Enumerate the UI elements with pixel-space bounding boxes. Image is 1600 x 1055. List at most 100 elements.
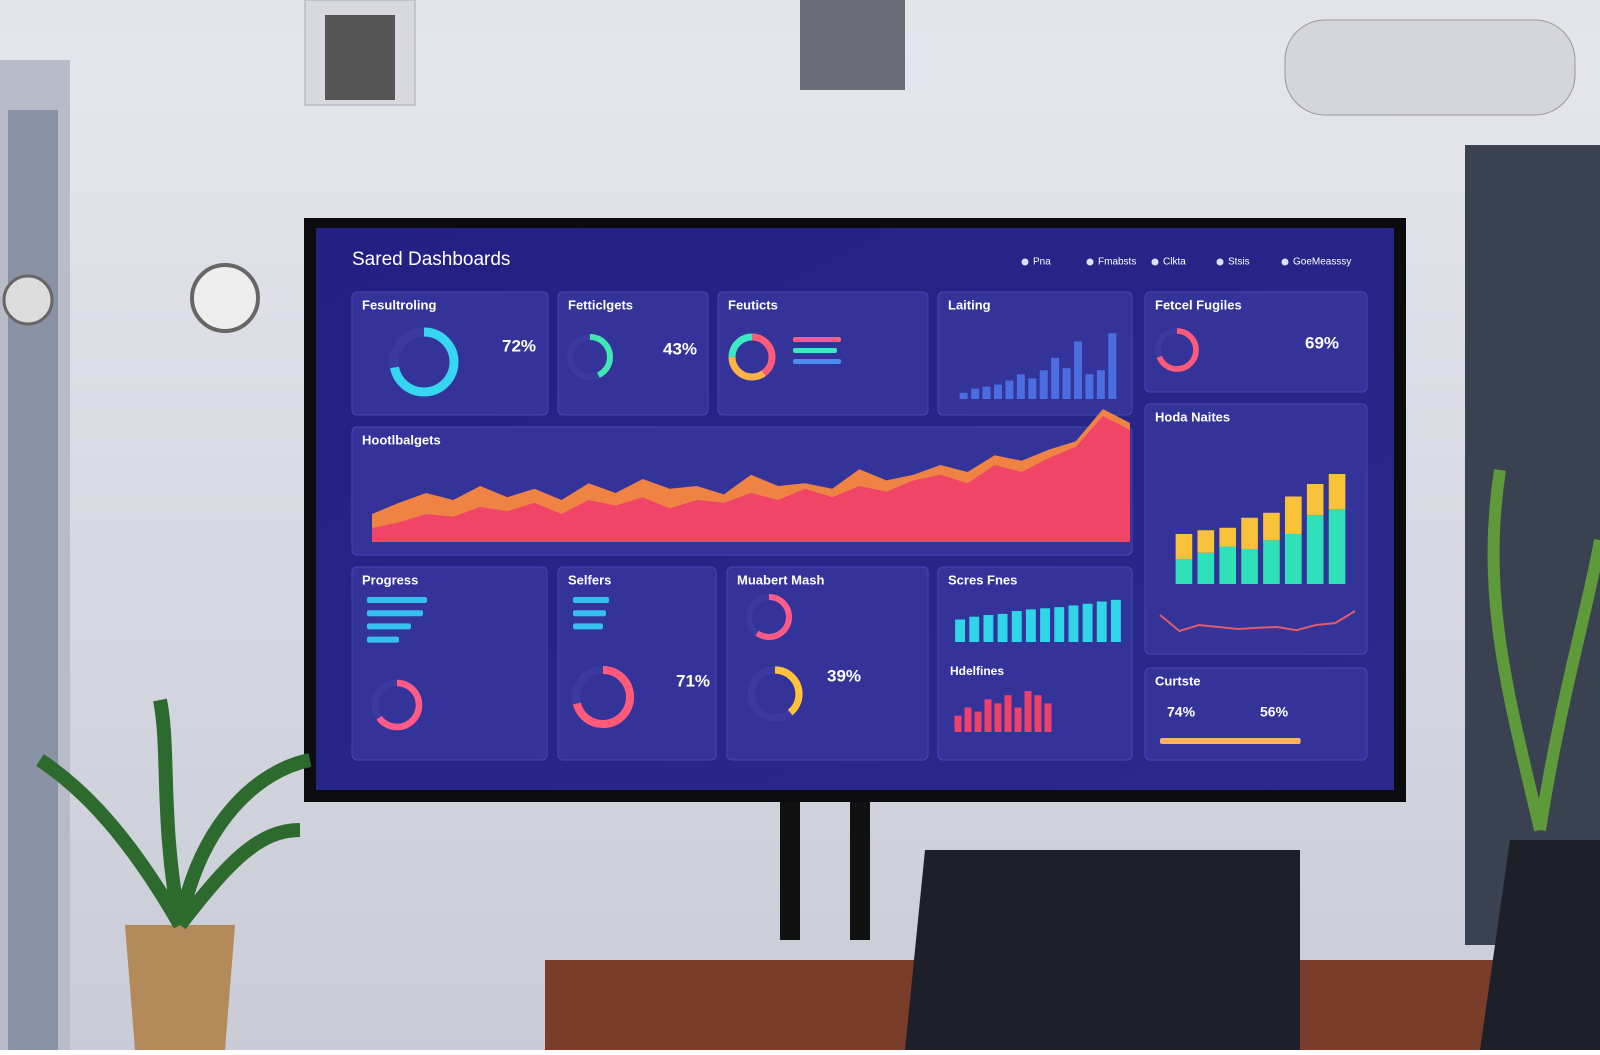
nav-item[interactable]: Pna <box>1033 257 1051 268</box>
plant-pot <box>125 925 235 1050</box>
card[interactable] <box>726 566 929 761</box>
card-title: Fetcel Fugiles <box>1155 297 1242 312</box>
card-title: Feuticts <box>728 297 778 312</box>
hbar <box>367 610 423 617</box>
card[interactable] <box>717 291 929 416</box>
stacked-bar <box>1306 515 1324 584</box>
dashboard-title: Sared Dashboards <box>352 249 510 270</box>
stacked-bar <box>1175 559 1193 584</box>
donut-arc <box>571 665 635 729</box>
line <box>1159 610 1356 633</box>
bar <box>997 613 1008 642</box>
hbar <box>573 610 606 617</box>
donut-arc <box>567 334 613 380</box>
bar <box>1014 707 1022 732</box>
card[interactable] <box>557 566 717 761</box>
stand <box>850 790 870 940</box>
card-title: Selfers <box>568 572 611 587</box>
pie-segment <box>728 333 776 381</box>
nav-icon[interactable] <box>1021 258 1029 266</box>
bar <box>1096 601 1107 642</box>
donut-label: 71% <box>676 671 710 690</box>
hbar <box>1160 738 1301 744</box>
bar <box>1062 368 1071 399</box>
card-title: Hdelfines <box>950 664 1004 678</box>
card-title: Hootlbalgets <box>362 432 441 447</box>
card[interactable] <box>351 566 548 761</box>
bar <box>1085 374 1094 399</box>
pie-segment <box>728 333 776 381</box>
stacked-bar <box>1219 546 1236 584</box>
nav-item[interactable]: Stsis <box>1228 257 1250 268</box>
hbar <box>367 597 427 603</box>
bar <box>1005 380 1014 399</box>
card[interactable] <box>937 291 1133 416</box>
bar <box>1074 341 1082 399</box>
card-title: Hoda Naites <box>1155 409 1230 424</box>
hbar <box>573 597 609 603</box>
donut-arc <box>389 327 459 397</box>
stacked-bar <box>1241 517 1258 549</box>
bar <box>1108 333 1117 399</box>
metric-label: 56% <box>1260 704 1289 720</box>
card[interactable] <box>1144 667 1368 761</box>
bar <box>1028 378 1037 399</box>
chair <box>905 850 1300 1050</box>
bar <box>994 703 1002 732</box>
donut-arc <box>371 679 423 731</box>
stacked-bar <box>1175 534 1193 559</box>
bar <box>982 386 991 399</box>
nav-item[interactable]: GoeMeasssy <box>1293 257 1351 268</box>
donut-arc <box>1155 328 1199 372</box>
hbar <box>793 348 837 353</box>
bar <box>1024 691 1032 732</box>
bar <box>1068 605 1079 642</box>
stacked-bar <box>1263 540 1280 584</box>
nav-icon[interactable] <box>1216 258 1224 266</box>
bar <box>1011 611 1022 642</box>
bar <box>971 388 980 399</box>
stacked-bar <box>1241 549 1258 584</box>
hbar <box>793 337 841 342</box>
bar <box>1016 374 1025 399</box>
stacked-bar <box>1306 484 1324 516</box>
area <box>372 416 1130 542</box>
bar <box>983 615 994 642</box>
nav-icon[interactable] <box>1151 258 1159 266</box>
nav-item[interactable]: Clkta <box>1163 257 1186 268</box>
bar <box>1082 603 1093 642</box>
hbar <box>793 359 841 364</box>
chair <box>1480 840 1600 1050</box>
stacked-bar <box>1197 552 1215 584</box>
bar <box>964 707 972 732</box>
stacked-bar <box>1263 512 1280 541</box>
bar <box>1039 370 1048 399</box>
bar <box>994 384 1002 399</box>
donut-label: 43% <box>663 339 697 358</box>
column <box>1465 145 1600 945</box>
bar <box>969 616 980 642</box>
card[interactable] <box>1144 291 1368 393</box>
stacked-bar <box>1285 534 1302 584</box>
plant <box>36 698 312 930</box>
bar <box>954 715 962 732</box>
hbar <box>367 623 411 630</box>
card[interactable] <box>557 291 709 416</box>
glass <box>8 110 58 1050</box>
metric-label: 74% <box>1167 704 1196 720</box>
bar <box>1034 695 1042 732</box>
card-title: Laiting <box>948 297 991 312</box>
nav-icon[interactable] <box>1086 258 1094 266</box>
bar <box>959 392 968 399</box>
bar <box>1054 607 1065 642</box>
nav-item[interactable]: Fmabsts <box>1098 257 1136 268</box>
projector <box>800 0 905 90</box>
nav-icon[interactable] <box>1281 258 1289 266</box>
duct <box>1284 19 1576 116</box>
card-title: Progress <box>362 572 418 587</box>
card-title: Fesultroling <box>362 297 436 312</box>
bar <box>974 711 982 732</box>
bar <box>955 619 966 642</box>
hbar <box>573 623 603 630</box>
